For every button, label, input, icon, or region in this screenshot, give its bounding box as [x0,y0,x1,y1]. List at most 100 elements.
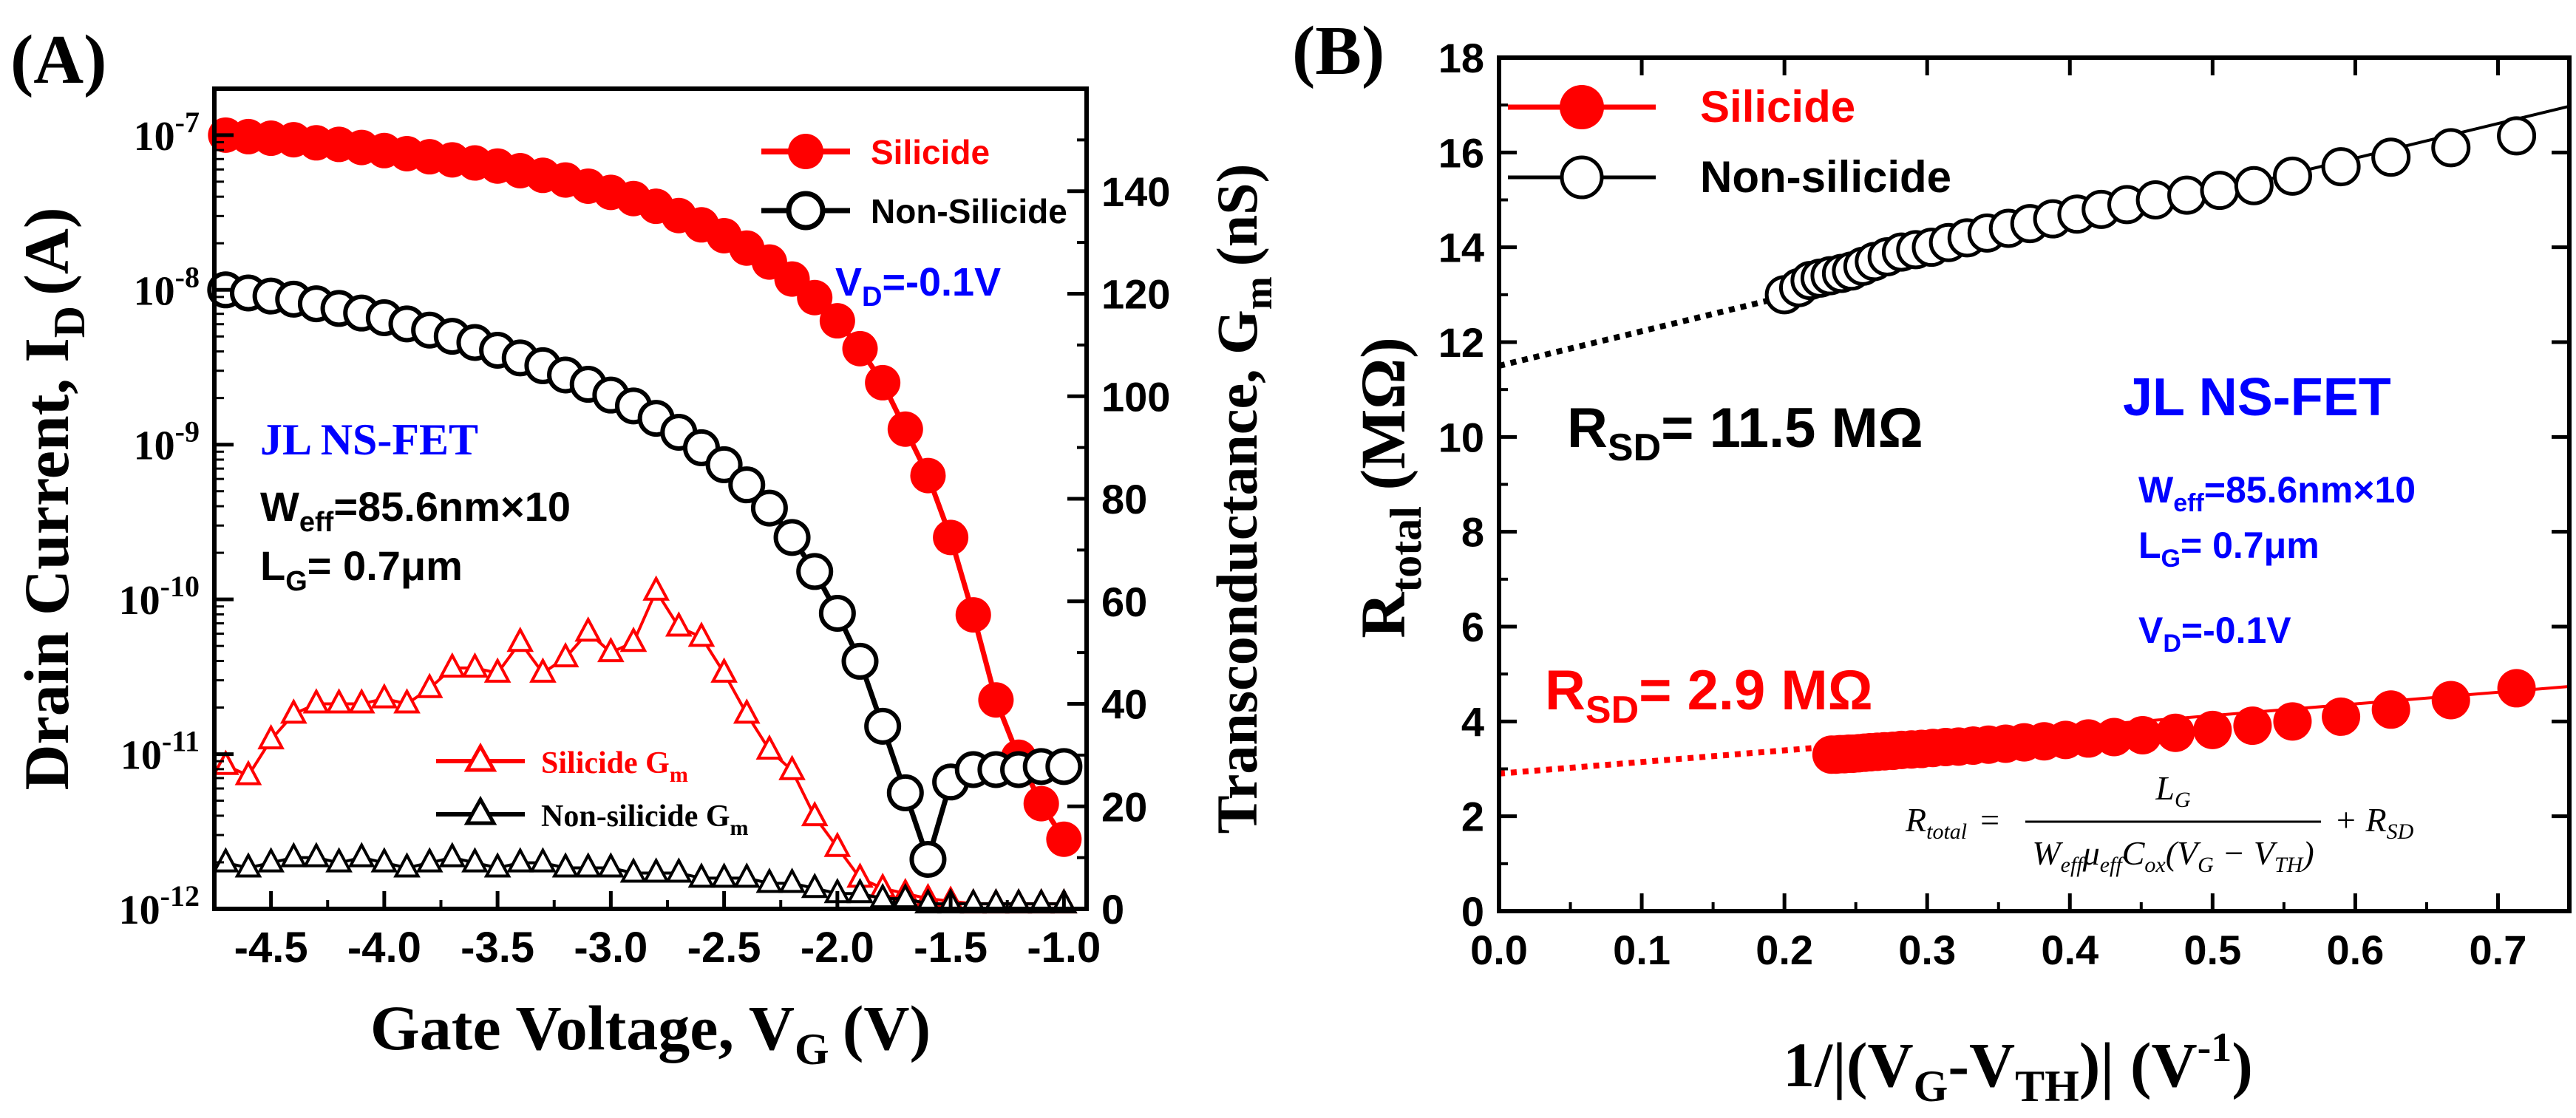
b-x-tick-label: 0.2 [1756,927,1813,973]
formula-plus-rsd: + RSD [2334,801,2414,844]
b-y-tick-label: 0 [1461,888,1484,935]
silicide-id-point [933,519,969,556]
panel-a-vd-annotation: VD=-0.1V [835,260,1001,313]
nonsilicide-gm-point [415,847,444,873]
nonsilicide-id-point [841,642,879,680]
silicide-gm-point [665,611,693,637]
silicide-rtotal-point [2497,669,2536,708]
panel-b-rsd-nonsilicide: RSD= 11.5 MΩ [1567,397,1923,469]
panel-b-marks [1498,104,2570,777]
silicide-id-point [978,682,1014,718]
silicide-gm-point [710,657,738,683]
nonsilicide-gm-point [551,852,580,878]
legend-b-silicide-label: Silicide [1700,82,1855,132]
nonsilicide-rtotal-point [2167,175,2207,215]
silicide-id-point [819,303,855,339]
panel-b: (B) 0.0 0.1 0.2 0.3 0.4 0.5 0.6 0.7 0 2 4 6 8 10 12 14 1… [1292,13,2572,1111]
panel-b-xlabel: 1/|(VG-VTH)| (V-1) [1783,1025,2253,1111]
panel-a-weff-annotation: Weff=85.6nm×10 [260,483,571,538]
silicide-gm-point [347,688,375,714]
legend-silicide-gm-label: Silicide Gm [541,746,688,787]
b-x-tick-label: 0.5 [2184,927,2241,973]
silicide-gm-point [325,688,353,714]
nonsilicide-gm-point [733,862,761,888]
b-x-tick-label: 0.7 [2470,927,2527,973]
silicide-id-point [842,330,878,367]
nonsilicide-rtotal-point [2200,171,2240,211]
nonsilicide-id-point [750,489,788,527]
nonsilicide-id-point [886,774,924,811]
silicide-gm-point [755,734,784,760]
nonsilicide-gm-point [347,842,375,868]
a-x-tick-label: -4.5 [234,924,308,972]
silicide-gm-point [393,688,421,714]
formula-lhs: Rtotal = [1905,801,1999,844]
panel-b-legend: Silicide Non-silicide [1508,82,1951,202]
nonsilicide-gm-point [370,847,398,873]
formula-numerator: LG [2155,769,2191,812]
nonsilicide-gm-point [619,857,648,883]
panel-a-ticks: -4.5 -4.0 -3.5 -3.0 -2.5 -2.0 -1.5 -1.0 10-12 10-… [119,106,1171,972]
legend-nonsilicide-marker [786,191,826,231]
a-x-tick-label: -1.5 [914,924,988,972]
silicide-rtotal-point [2233,706,2272,746]
panel-a-y2label: Transconductance, Gm(nS) [1205,164,1280,834]
a-x-tick-label: -4.0 [347,924,421,972]
nonsilicide-rtotal-point [2497,116,2537,156]
nonsilicide-gm-point [325,847,353,873]
silicide-id-point [1023,785,1059,822]
panel-a-lg-annotation: LG= 0.7μm [260,542,463,597]
nonsilicide-gm-point [211,847,239,873]
panel-a: (A) -4.5 -4.0 -3.5 -3.0 -2.5 -2.0 -1.5 -1.0 10-1… [10,21,1280,1074]
legend-silicide-gm-marker [463,742,497,772]
nonsilicide-gm-point [687,862,716,888]
panel-a-device-annotation: JL NS-FET [260,415,478,464]
nonsilicide-gm-point [778,868,806,893]
nonsilicide-id-point [796,553,834,590]
nonsilicide-gm-point [483,852,512,878]
nonsilicide-gm-point [710,862,738,888]
nonsilicide-gm-point [438,842,466,868]
nonsilicide-gm-point [393,852,421,878]
legend-silicide-label: Silicide [871,133,990,171]
silicide-gm-point [619,627,648,652]
nonsilicide-id-point [705,446,743,483]
nonsilicide-gm-point [257,847,285,873]
panel-a-ylabel: Drain Current, ID(A) [11,207,94,790]
a-y-tick-label: 10-8 [134,260,200,314]
silicide-rtotal-point [2273,702,2312,741]
silicide-id-point [910,457,946,494]
silicide-rtotal-point [2193,710,2232,749]
nonsilicide-id-point [818,594,856,632]
a-x-tick-label: -3.0 [574,924,648,972]
nonsilicide-rtotal-point [2371,137,2411,177]
nonsilicide-id-point [864,707,902,745]
silicide-rtotal-point [2095,718,2134,757]
panel-b-device-annotation: JL NS-FET [2123,368,2391,427]
b-y-tick-label: 6 [1461,604,1484,650]
nonsilicide-id-point [728,466,766,504]
b-x-tick-label: 0.0 [1470,927,1528,973]
silicide-gm-point [234,760,262,785]
panel-b-vd-annotation: VD=-0.1V [2138,610,2291,658]
silicide-rtotal-point [2322,697,2361,736]
panel-a-legend-gm: Silicide Gm Non-silicide Gm [436,742,749,840]
legend-b-silicide-marker [1560,85,1604,129]
nonsilicide-gm-point [529,847,557,873]
silicide-id-point [887,411,923,447]
panel-b-ticks: 0.0 0.1 0.2 0.3 0.4 0.5 0.6 0.7 0 2 4 6 8 10 12 14 16 18 [1438,35,2571,973]
a-x-tick-label: -2.0 [801,924,874,972]
legend-b-nonsilicide-marker [1560,155,1604,200]
b-x-tick-label: 0.6 [2326,927,2384,973]
a-y2-tick-label: 20 [1101,783,1147,830]
nonsilicide-gm-point [642,857,670,883]
silicide-rtotal-point [2123,715,2162,754]
silicide-gm-point [597,636,625,663]
silicide-gm-point [438,652,466,678]
silicide-rtotal-point [2371,690,2410,729]
legend-b-nonsilicide-label: Non-silicide [1700,152,1951,202]
silicide-gm-point [279,698,307,724]
a-y2-tick-label: 60 [1101,579,1147,625]
a-x-tick-label: -1.0 [1027,924,1101,972]
